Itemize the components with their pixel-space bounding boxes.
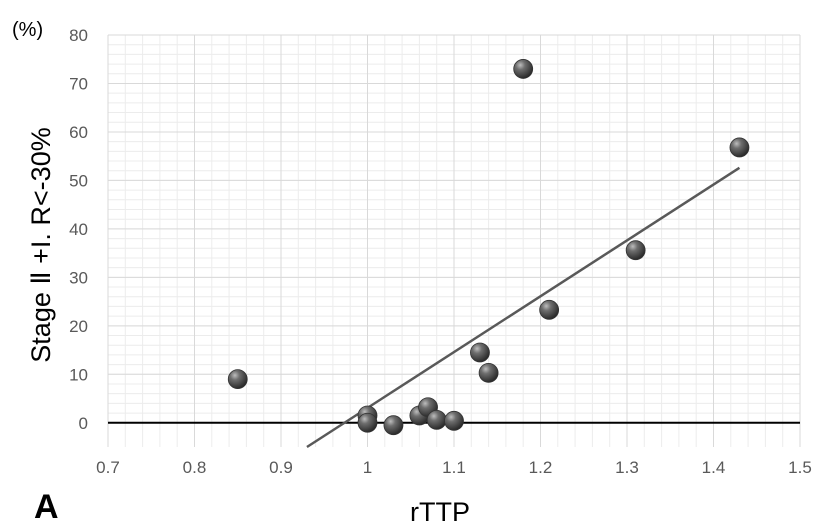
trendline [306,166,741,449]
data-point [444,410,464,431]
y-tick-labels: 0 10 20 30 40 50 60 70 80 [69,26,88,433]
y-unit-label: (%) [12,19,43,41]
data-point [513,59,534,79]
y-tick-label: 30 [69,268,88,287]
x-tick-label: 1 [363,458,372,477]
data-point [729,137,750,158]
data-point [426,409,447,430]
x-tick-label: 0.7 [96,458,120,477]
data-point [478,362,499,383]
plot-gridlines [107,34,801,447]
x-tick-label: 1.4 [702,458,726,477]
y-tick-label: 50 [69,171,88,190]
y-tick-label: 10 [69,365,88,384]
y-tick-label: 80 [69,26,88,45]
data-point [470,342,490,363]
x-tick-label: 1.5 [788,458,812,477]
y-axis-title: Stage Ⅱ +I. R<-30% [26,127,56,362]
x-tick-label: 0.8 [183,458,207,477]
data-point [383,415,404,436]
y-tick-label: 40 [69,220,88,239]
x-axis-title: rTTP [410,497,470,527]
data-point [539,299,560,320]
x-tick-label: 1.3 [615,458,639,477]
data-point [357,412,378,433]
x-tick-label: 1.1 [442,458,466,477]
x-tick-labels: 0.7 0.8 0.9 1 1.1 1.2 1.3 1.4 1.5 [96,458,812,477]
data-point [227,369,248,390]
trendline-group [306,166,741,449]
x-tick-label: 0.9 [269,458,293,477]
y-tick-label: 70 [69,74,88,93]
y-tick-label: 60 [69,123,88,142]
panel-label: A [34,488,59,526]
x-tick-label: 1.2 [529,458,553,477]
y-tick-label: 0 [79,414,88,433]
y-tick-label: 20 [69,317,88,336]
data-point [625,240,646,261]
data-points [227,59,750,436]
